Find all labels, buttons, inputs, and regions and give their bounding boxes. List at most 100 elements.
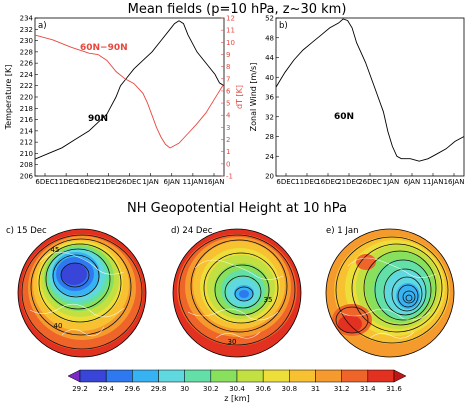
panel-a-y2-tick-label: 7 <box>226 75 230 83</box>
panel-b-x-tick-label: 11DEC <box>295 178 319 186</box>
panel-a-y-tick-label: 220 <box>20 94 33 102</box>
panel-b-letter: b) <box>279 21 288 31</box>
panel-a-y-tick-label: 224 <box>20 71 34 79</box>
panel-b-y-tick-label: 32 <box>265 113 274 121</box>
colorbar-segment <box>236 369 264 383</box>
panel-a-x-tick-label: 11JAN <box>182 178 203 186</box>
panel-a-y2-tick-label: 10 <box>226 39 235 47</box>
panel-a-x-tick-label: 1JAN <box>142 178 158 186</box>
panel-b-x-tick-label: 11JAN <box>423 178 444 186</box>
colorbar-tick-label: 30.2 <box>203 385 219 393</box>
series-label-dt: 60N−90N <box>80 43 128 53</box>
panel-a-y-tick-label: 216 <box>20 116 34 124</box>
panel-a-y-tick-label: 214 <box>20 127 34 135</box>
panel-b-x-tick-label: 26DEC <box>358 178 382 186</box>
colorbar-tick-label: 29.8 <box>151 385 167 393</box>
colorbar-segment <box>289 369 316 383</box>
contour-label: 35 <box>264 296 273 304</box>
map-e: e) 1 Jan <box>325 226 455 358</box>
panel-b-y-tick-label: 20 <box>265 173 274 181</box>
panel-b-y-tick-label: 44 <box>265 54 274 62</box>
panel-a-series-line-0 <box>35 20 224 160</box>
colorbar-tick-label: 29.6 <box>125 385 141 393</box>
series-label-90n: 90N <box>88 114 108 124</box>
panel-b-x-tick-label: 6DEC <box>276 178 295 186</box>
colorbar-segment <box>105 369 133 383</box>
colorbar-tick-label: 30 <box>180 385 189 393</box>
panel-b-x-tick-label: 6JAN <box>404 178 420 186</box>
colorbar-tick-label: 31.6 <box>386 385 402 393</box>
panel-a-x-tick-label: 16DEC <box>75 178 99 186</box>
panel-a-y2-tick-label: 1 <box>226 148 230 156</box>
panel-a-y2-tick-label: 12 <box>226 15 235 23</box>
panel-a-y2-tick-label: 9 <box>226 51 230 59</box>
colorbar: 29.2 29.4 29.6 29.8 30 30.2 30.4 30.6 30.8 31 31.2… <box>67 369 407 393</box>
panel-a-y2-tick-label: -1 <box>226 173 233 181</box>
bottom-title: NH Geopotential Height at 10 hPa <box>127 201 347 216</box>
panel-a-y-tick-label: 222 <box>20 82 33 90</box>
panel-b-x-tick-label: 1JAN <box>383 178 399 186</box>
colorbar-segment <box>158 369 185 383</box>
panel-a-y2-tick-label: 2 <box>226 136 230 144</box>
colorbar-tick-label: 30.6 <box>255 385 271 393</box>
panel-a-y2-tick-label: 6 <box>226 87 231 95</box>
colorbar-tick-label: 31 <box>311 385 320 393</box>
panel-a-y2label: dT [K] <box>235 85 244 109</box>
colorbar-segment <box>262 369 290 383</box>
panel-b-x-tick-label: 16JAN <box>444 178 465 186</box>
panel-b: b) Zonal Wind [m/s] 6DEC 11DEC16DEC21DEC2… <box>249 15 464 187</box>
panel-a-x-tick-label: 16JAN <box>204 178 225 186</box>
panel-a-y2-tick-label: 0 <box>226 160 230 168</box>
panel-a: a) Temperature [K] dT [K] 6DEC 11DEC16DEC… <box>4 15 244 187</box>
panel-a-y-tick-label: 230 <box>20 37 33 45</box>
map-c-label: c) 15 Dec <box>6 226 47 236</box>
panel-a-y2-tick-label: 8 <box>226 63 230 71</box>
top-title: Mean fields (p=10 hPa, z~30 km) <box>128 2 347 17</box>
colorbar-max-arrow <box>393 369 407 383</box>
panel-a-ylabel: Temperature [K] <box>4 65 13 131</box>
colorbar-tick-label: 29.4 <box>98 385 114 393</box>
colorbar-min-arrow <box>67 369 81 383</box>
contour-label: 30 <box>228 338 237 346</box>
contour-label: 45 <box>51 246 60 254</box>
panel-a-y-tick-label: 232 <box>20 26 33 34</box>
colorbar-tick-label: 31.4 <box>360 385 376 393</box>
panel-a-y2-tick-label: 4 <box>226 112 231 120</box>
panel-b-y-tick-label: 36 <box>265 94 274 102</box>
panel-a-y2-tick-label: 11 <box>226 27 235 35</box>
colorbar-tick-label: 31.2 <box>334 385 350 393</box>
contour-label: 40 <box>54 322 63 330</box>
panel-a-y-tick-label: 234 <box>20 15 34 23</box>
panel-b-y-tick-label: 52 <box>265 15 274 23</box>
panel-a-y-tick-label: 212 <box>20 139 33 147</box>
panel-b-y-tick-label: 40 <box>265 74 274 82</box>
panel-a-y-tick-label: 206 <box>20 173 34 181</box>
panel-a-y-tick-label: 210 <box>20 150 33 158</box>
panel-b-y-tick-label: 24 <box>265 153 274 161</box>
map-d-label: d) 24 Dec <box>171 226 213 236</box>
panel-a-x-tick-label: 26DEC <box>118 178 142 186</box>
panel-a-letter: a) <box>38 21 47 31</box>
panel-b-x-tick-label: 16DEC <box>316 178 340 186</box>
colorbar-tick-label: 30.8 <box>282 385 298 393</box>
panel-b-series-line-0 <box>276 18 464 162</box>
colorbar-tick-label: 29.2 <box>72 385 88 393</box>
panel-a-y-tick-label: 228 <box>20 48 33 56</box>
panel-b-x-tick-label: 21DEC <box>337 178 361 186</box>
colorbar-segment <box>341 369 369 383</box>
colorbar-tick-label: 30.4 <box>229 385 245 393</box>
map-e-label: e) 1 Jan <box>326 226 358 236</box>
panel-a-x-tick-label: 21DEC <box>97 178 121 186</box>
colorbar-segment <box>315 369 342 383</box>
panel-a-y-tick-label: 208 <box>20 161 33 169</box>
map-c: c) 15 Dec <box>6 226 147 358</box>
map-d: d) 24 Dec <box>171 226 302 358</box>
panel-a-series-line-1 <box>35 34 224 149</box>
colorbar-segment <box>132 369 159 383</box>
panel-a-y2-tick-label: 5 <box>226 100 230 108</box>
panel-b-y-tick-label: 28 <box>265 133 274 141</box>
series-label-60n: 60N <box>334 112 354 122</box>
panel-a-y-tick-label: 218 <box>20 105 33 113</box>
panel-b-y-tick-label: 48 <box>265 34 274 42</box>
